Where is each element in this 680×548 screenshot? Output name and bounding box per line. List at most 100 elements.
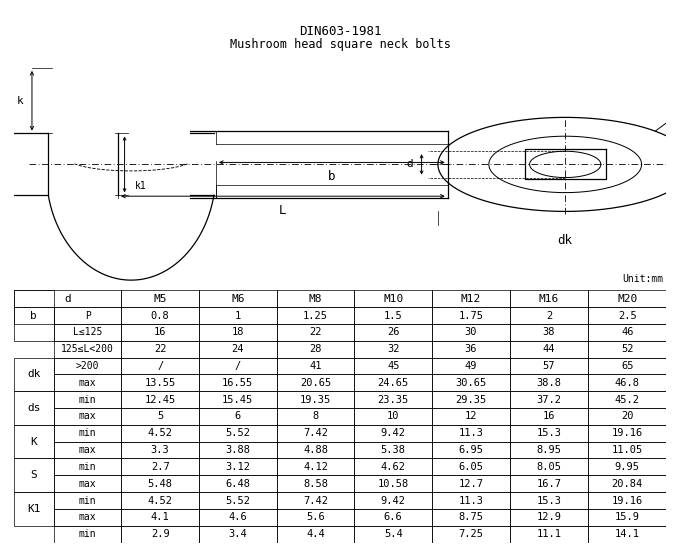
Bar (199, 341, 277, 358)
Text: 19.35: 19.35 (300, 395, 331, 404)
Text: M5: M5 (154, 294, 167, 304)
Text: 5.52: 5.52 (225, 429, 250, 438)
Text: min: min (79, 495, 97, 505)
Text: 1: 1 (235, 311, 241, 321)
Text: 30.65: 30.65 (456, 378, 486, 388)
Text: 38: 38 (543, 328, 555, 338)
Text: 30: 30 (464, 328, 477, 338)
Bar (54, 442, 121, 459)
Text: 12.9: 12.9 (537, 512, 562, 522)
Text: max: max (79, 445, 97, 455)
Bar (277, 425, 354, 442)
Bar (277, 408, 354, 425)
Bar (199, 374, 277, 391)
Text: 9.95: 9.95 (615, 462, 640, 472)
Bar (121, 526, 199, 543)
Bar (121, 442, 199, 459)
Bar (199, 475, 277, 492)
Bar (432, 509, 510, 526)
Text: 1.75: 1.75 (458, 311, 483, 321)
Text: dk: dk (558, 234, 573, 247)
Text: L: L (279, 204, 287, 217)
Text: 4.52: 4.52 (148, 429, 173, 438)
Bar (277, 526, 354, 543)
Bar (354, 425, 432, 442)
Text: 12.7: 12.7 (458, 479, 483, 489)
Text: 44: 44 (543, 344, 555, 354)
Bar (277, 442, 354, 459)
Bar (588, 492, 666, 509)
Text: min: min (79, 529, 97, 539)
Bar (510, 408, 588, 425)
Text: 24: 24 (232, 344, 244, 354)
Text: 7.42: 7.42 (303, 429, 328, 438)
Bar (54, 391, 121, 408)
Text: min: min (79, 462, 97, 472)
Text: Unit:mm: Unit:mm (622, 274, 663, 284)
Text: 8.95: 8.95 (537, 445, 562, 455)
Bar (277, 324, 354, 341)
Bar (510, 324, 588, 341)
Bar (354, 290, 432, 307)
Bar (121, 459, 199, 475)
Bar (588, 307, 666, 324)
Text: b: b (328, 170, 336, 184)
Text: 49: 49 (464, 361, 477, 371)
Text: 6.48: 6.48 (225, 479, 250, 489)
Bar (14, 358, 54, 391)
Bar (588, 526, 666, 543)
Text: 3.3: 3.3 (151, 445, 169, 455)
Text: 18: 18 (232, 328, 244, 338)
Bar (121, 324, 199, 341)
Text: 12.45: 12.45 (145, 395, 175, 404)
Text: K: K (31, 437, 37, 447)
Text: dk: dk (27, 369, 41, 379)
Text: 15.9: 15.9 (615, 512, 640, 522)
Text: 22: 22 (309, 328, 322, 338)
Bar (510, 459, 588, 475)
Bar (354, 341, 432, 358)
Text: min: min (79, 395, 97, 404)
Bar (14, 492, 54, 526)
Text: 16.55: 16.55 (222, 378, 254, 388)
Text: 11.3: 11.3 (458, 495, 483, 505)
Bar (121, 475, 199, 492)
Text: 0.8: 0.8 (151, 311, 169, 321)
Bar (432, 358, 510, 374)
Text: 5.4: 5.4 (384, 529, 403, 539)
Text: 4.12: 4.12 (303, 462, 328, 472)
Text: ds: ds (27, 403, 41, 413)
Text: b: b (31, 311, 37, 321)
Bar (354, 492, 432, 509)
Bar (432, 425, 510, 442)
Bar (121, 290, 199, 307)
Bar (277, 307, 354, 324)
Text: 23.35: 23.35 (377, 395, 409, 404)
Text: 20.65: 20.65 (300, 378, 331, 388)
Bar (432, 526, 510, 543)
Bar (588, 341, 666, 358)
Bar (354, 459, 432, 475)
Bar (588, 509, 666, 526)
Text: DIN603-1981: DIN603-1981 (299, 25, 381, 38)
Bar (199, 358, 277, 374)
Text: 14.1: 14.1 (615, 529, 640, 539)
Text: 2.7: 2.7 (151, 462, 169, 472)
Text: 24.65: 24.65 (377, 378, 409, 388)
Bar (588, 442, 666, 459)
Bar (54, 425, 121, 442)
Bar (14, 459, 54, 492)
Text: 19.16: 19.16 (611, 429, 643, 438)
Text: 3.88: 3.88 (225, 445, 250, 455)
Text: 4.4: 4.4 (306, 529, 325, 539)
Bar (432, 307, 510, 324)
Text: 15.3: 15.3 (537, 495, 562, 505)
Bar (14, 290, 54, 341)
Text: M16: M16 (539, 294, 559, 304)
Text: 3.12: 3.12 (225, 462, 250, 472)
Text: 15.45: 15.45 (222, 395, 254, 404)
Text: 5.38: 5.38 (381, 445, 406, 455)
Bar (54, 509, 121, 526)
Bar (54, 459, 121, 475)
Text: 26: 26 (387, 328, 399, 338)
